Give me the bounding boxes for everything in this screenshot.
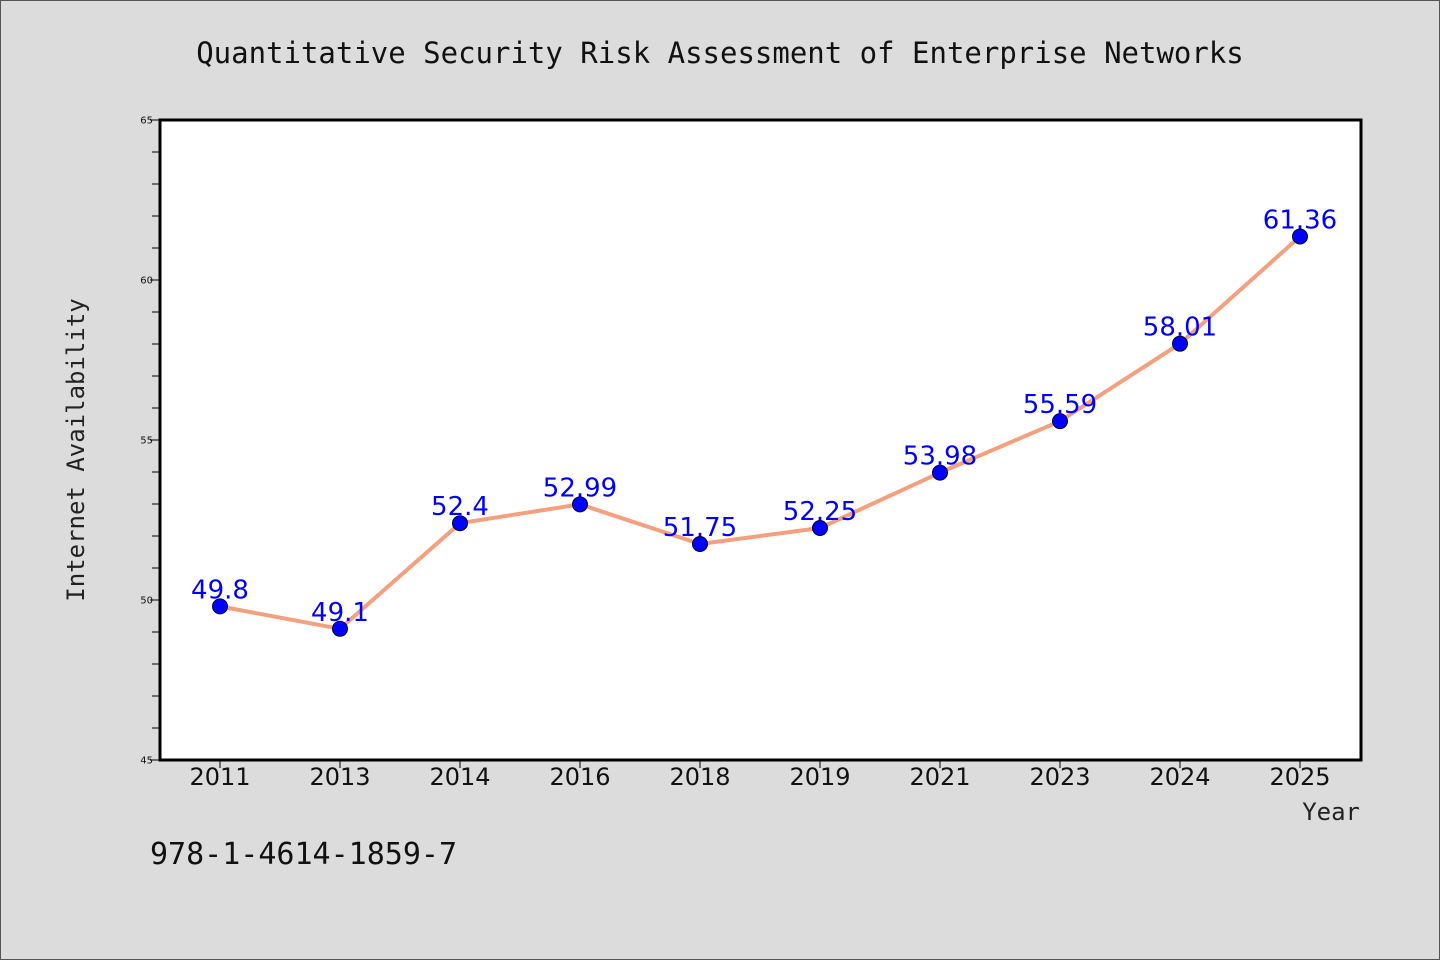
data-label: 51.75 xyxy=(663,513,737,543)
x-axis-label: Year xyxy=(1302,798,1360,826)
data-label: 61.36 xyxy=(1263,205,1337,235)
x-tick-label: 2021 xyxy=(909,763,970,791)
x-tick-label: 2014 xyxy=(429,763,490,791)
data-label: 49.8 xyxy=(191,575,249,605)
data-point xyxy=(812,520,828,536)
x-tick-label: 2018 xyxy=(669,763,730,791)
data-point xyxy=(1172,335,1188,352)
y-tick-label: 55 xyxy=(140,436,153,447)
chart-title: Quantitative Security Risk Assessment of… xyxy=(196,36,1244,70)
x-tick-label: 2023 xyxy=(1029,763,1090,791)
data-point xyxy=(332,620,348,637)
data-label: 58.01 xyxy=(1143,313,1217,343)
y-tick-label: 65 xyxy=(140,116,153,127)
data-label: 53.98 xyxy=(903,442,977,472)
data-point xyxy=(212,598,228,615)
y-tick-label: 50 xyxy=(140,596,153,607)
data-label: 49.1 xyxy=(311,598,369,628)
y-tick-label: 45 xyxy=(140,756,153,767)
data-point xyxy=(692,536,708,552)
data-label: 55.59 xyxy=(1023,390,1097,420)
x-tick-label: 2024 xyxy=(1149,763,1210,791)
plot-area xyxy=(160,120,1361,760)
x-tick-labels: 2011 2013 2014 2016 2018 2019 2021 2023 2024 2025 xyxy=(189,763,1330,791)
data-label: 52.25 xyxy=(783,497,857,527)
x-tick-label: 2025 xyxy=(1269,763,1330,791)
isbn-text: 978-1-4614-1859-7 xyxy=(150,837,457,872)
data-point xyxy=(452,515,468,532)
x-tick-label: 2013 xyxy=(309,763,370,791)
data-labels: 49.8 49.1 52.4 52.99 51.75 52.25 53.98 55.59 58.… xyxy=(191,205,1337,627)
y-tick-label: 60 xyxy=(140,276,153,287)
series-layer xyxy=(212,228,1308,637)
plot-frame xyxy=(158,118,1363,762)
data-label: 52.99 xyxy=(543,473,617,503)
y-axis-label: Internet Availability xyxy=(62,298,90,601)
y-tick-labels: 45 50 55 60 65 xyxy=(140,116,153,767)
data-label: 52.4 xyxy=(431,492,489,522)
x-tick-label: 2019 xyxy=(789,763,850,791)
data-point xyxy=(1052,413,1068,430)
data-point xyxy=(572,496,588,513)
data-point xyxy=(1292,228,1308,245)
x-tick-label: 2011 xyxy=(189,763,250,791)
x-tick-label: 2016 xyxy=(549,763,610,791)
data-point xyxy=(932,464,948,481)
series-line xyxy=(218,234,1302,631)
